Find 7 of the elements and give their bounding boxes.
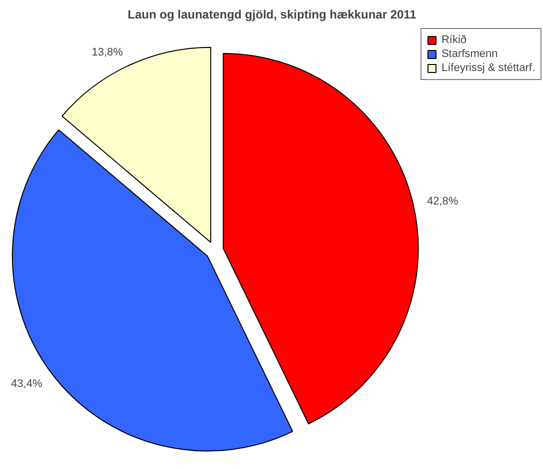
chart-title: Laun og launatengd gjöld, skipting hækkunar 2011 [128, 8, 417, 22]
data-label: 42,8% [426, 196, 458, 208]
data-label: 13,8% [92, 46, 124, 59]
data-label: 43,4% [11, 378, 42, 390]
legend-label: Lífeyrissj & stéttarf. [441, 62, 535, 74]
legend-label: Ríkið [441, 34, 467, 46]
legend-label: Starfsmenn [441, 48, 498, 60]
